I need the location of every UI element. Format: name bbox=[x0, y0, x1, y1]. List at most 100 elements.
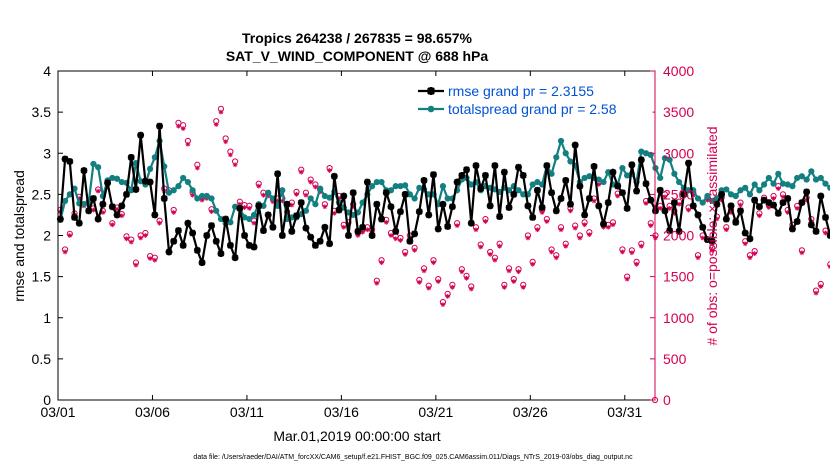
obs-assimilated-point bbox=[218, 109, 224, 115]
rmse-point bbox=[90, 195, 97, 202]
obs-assimilated-point bbox=[577, 235, 583, 241]
obs-assimilated-point bbox=[629, 250, 635, 256]
rmse-point bbox=[552, 207, 560, 215]
rmse-point bbox=[226, 241, 234, 249]
y-left-tick-label: 1.5 bbox=[32, 269, 52, 285]
totalspread-point bbox=[246, 215, 253, 223]
rmse-point bbox=[600, 220, 607, 228]
obs-assimilated-point bbox=[355, 233, 361, 238]
totalspread-point bbox=[808, 168, 815, 175]
rmse-point bbox=[269, 223, 277, 231]
obs-assimilated-point bbox=[412, 247, 417, 253]
rmse-point bbox=[415, 208, 423, 216]
obs-assimilated-point bbox=[445, 293, 451, 299]
rmse-point bbox=[141, 177, 149, 185]
legend-spread-label: totalspread grand pr = 2.58 bbox=[448, 101, 617, 117]
x-tick-label: 03/01 bbox=[40, 404, 75, 420]
legend-rmse-label: rmse grand pr = 2.3155 bbox=[448, 83, 594, 99]
obs-assimilated-point bbox=[364, 227, 370, 233]
rmse-point bbox=[316, 237, 324, 245]
totalspread-point bbox=[260, 202, 267, 209]
totalspread-point bbox=[756, 187, 763, 194]
obs-assimilated-point bbox=[464, 275, 469, 281]
obs-assimilated-point bbox=[473, 227, 479, 233]
totalspread-point bbox=[378, 178, 385, 186]
obs-assimilated-point bbox=[634, 261, 639, 267]
rmse-point bbox=[680, 190, 688, 198]
obs-assimilated-point bbox=[766, 205, 772, 210]
obs-assimilated-point bbox=[270, 199, 276, 205]
rmse-point bbox=[737, 207, 744, 215]
obs-assimilated-point bbox=[256, 183, 262, 189]
rmse-point bbox=[80, 167, 88, 174]
obs-assimilated-point bbox=[501, 284, 507, 290]
totalspread-point bbox=[113, 175, 121, 182]
rmse-point bbox=[609, 168, 617, 176]
rmse-point bbox=[789, 225, 796, 233]
obs-assimilated-point bbox=[242, 205, 247, 210]
obs-assimilated-point bbox=[346, 222, 351, 228]
rmse-point bbox=[467, 219, 475, 227]
totalspread-point bbox=[90, 160, 97, 168]
totalspread-point bbox=[557, 137, 565, 145]
obs-assimilated-point bbox=[62, 249, 68, 255]
totalspread-point bbox=[151, 154, 158, 161]
obs-assimilated-point bbox=[818, 284, 824, 289]
obs-assimilated-point bbox=[303, 192, 309, 198]
x-tick-label: 03/21 bbox=[418, 404, 453, 420]
totalspread-point bbox=[180, 174, 187, 182]
obs-assimilated-point bbox=[705, 197, 710, 203]
rmse-point bbox=[746, 235, 754, 243]
obs-assimilated-point bbox=[223, 139, 229, 145]
totalspread-point bbox=[827, 184, 830, 191]
y-axis-left: 0 0.5 1 1.5 2 2.5 3 3.5 4 bbox=[32, 63, 63, 408]
totalspread-point bbox=[765, 174, 772, 182]
obs-assimilated-point bbox=[398, 238, 403, 243]
rmse-point bbox=[156, 122, 163, 130]
rmse-point bbox=[548, 189, 555, 197]
obs-assimilated-point bbox=[232, 162, 238, 168]
rmse-point bbox=[340, 192, 348, 200]
obs-assimilated-point bbox=[360, 229, 366, 235]
obs-assimilated-point bbox=[331, 210, 337, 216]
obs-assimilated-point bbox=[700, 235, 706, 241]
rmse-point bbox=[179, 241, 187, 249]
rmse-point bbox=[614, 182, 622, 190]
rmse-point bbox=[666, 227, 674, 234]
rmse-point bbox=[477, 185, 485, 193]
obs-assimilated-point bbox=[435, 279, 441, 284]
y-right-tick-label: 500 bbox=[663, 351, 687, 367]
obs-assimilated-point bbox=[591, 198, 597, 204]
rmse-point bbox=[519, 172, 527, 179]
chart-subtitle: SAT_V_WIND_COMPONENT @ 688 hPa bbox=[226, 48, 489, 64]
obs-assimilated-point bbox=[534, 227, 540, 233]
rmse-point bbox=[307, 233, 315, 241]
totalspread-point bbox=[723, 186, 730, 193]
rmse-point bbox=[581, 211, 589, 219]
obs-assimilated-point bbox=[209, 209, 214, 215]
rmse-point bbox=[448, 203, 456, 211]
rmse-point bbox=[368, 232, 376, 239]
totalspread-point bbox=[392, 183, 399, 190]
rmse-point bbox=[760, 196, 768, 204]
rmse-point bbox=[774, 209, 782, 217]
obs-assimilated-point bbox=[823, 230, 828, 236]
obs-assimilated-point bbox=[572, 225, 578, 231]
obs-assimilated-point bbox=[124, 236, 129, 242]
obs-assimilated-point bbox=[313, 184, 318, 190]
obs-assimilated-point bbox=[586, 232, 592, 238]
x-tick-label: 03/11 bbox=[230, 404, 264, 420]
rmse-point bbox=[264, 211, 272, 219]
rmse-point bbox=[255, 202, 263, 210]
rmse-point bbox=[765, 199, 773, 206]
totalspread-point bbox=[312, 201, 319, 208]
obs-assimilated-point bbox=[91, 207, 96, 213]
totalspread-point bbox=[250, 211, 258, 219]
obs-assimilated-point bbox=[251, 220, 257, 226]
rmse-point bbox=[770, 201, 777, 209]
totalspread-point bbox=[402, 182, 409, 189]
rmse-point bbox=[533, 186, 541, 194]
rmse-point bbox=[732, 218, 740, 226]
rmse-point bbox=[236, 204, 244, 212]
x-tick-label: 03/06 bbox=[135, 404, 170, 420]
